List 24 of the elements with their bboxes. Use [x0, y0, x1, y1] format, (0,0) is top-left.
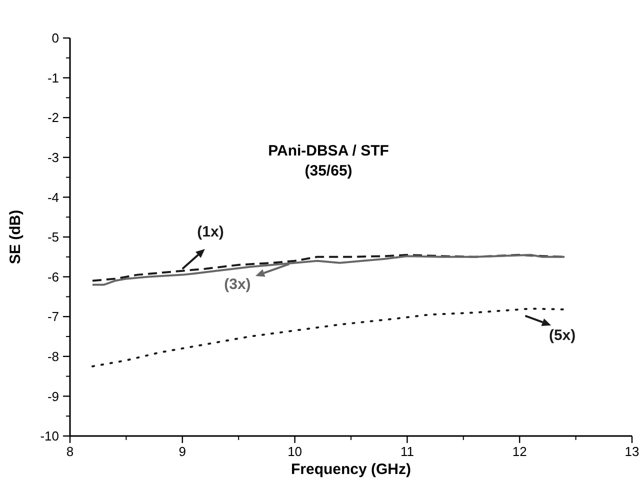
x-tick-label: 11 — [400, 444, 414, 459]
x-tick-label: 10 — [288, 444, 302, 459]
y-tick-label: -2 — [47, 110, 59, 126]
y-tick-label: -10 — [40, 428, 59, 444]
y-tick-label: -9 — [47, 388, 59, 404]
y-tick-label: -6 — [47, 269, 59, 284]
text: PAni-DBSA / STF — [268, 142, 389, 160]
x-tick-label: 9 — [178, 444, 186, 459]
y-tick-label: 0 — [52, 30, 59, 46]
y-tick-label: -8 — [47, 348, 59, 364]
y-tick-label: -4 — [47, 190, 59, 205]
x-tick-label: 13 — [624, 444, 640, 459]
y-axis-title: SE (dB) — [7, 210, 24, 264]
x-tick-label: 8 — [66, 444, 74, 459]
y-tick-label: -7 — [47, 309, 59, 324]
y-tick-label: -3 — [47, 150, 59, 165]
y-tick-label: -5 — [47, 230, 59, 245]
x-axis-title: Frequency (GHz) — [290, 461, 412, 478]
legend-label: (3x) — [224, 276, 251, 294]
legend-label: (5x) — [548, 326, 576, 344]
series-label: (1x) — [197, 223, 224, 240]
y-tick-label: -1 — [47, 70, 59, 86]
x-tick-label: 12 — [512, 444, 527, 459]
text: (35/65) — [304, 162, 352, 180]
